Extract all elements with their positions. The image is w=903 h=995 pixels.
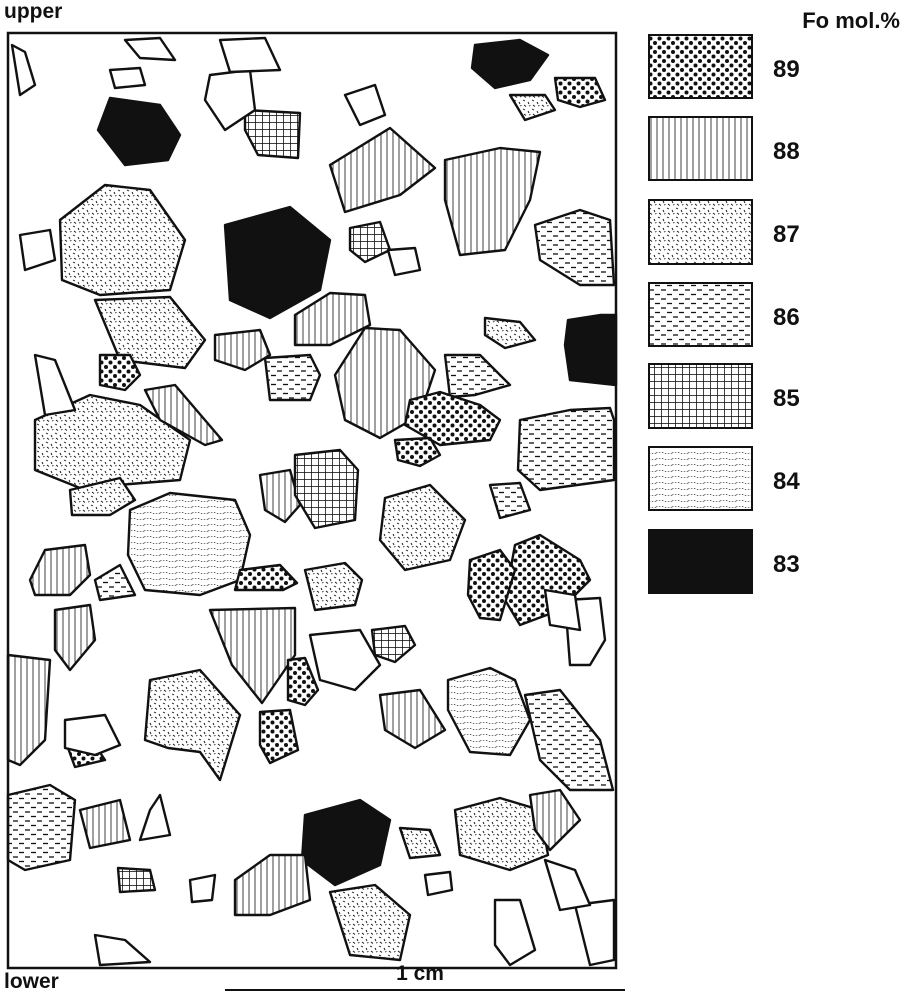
grain: [80, 800, 130, 848]
legend-label: 85: [773, 385, 800, 412]
grain: [395, 438, 440, 466]
grain: [215, 330, 270, 370]
grain: [235, 565, 297, 590]
grain: [380, 485, 465, 570]
grain: [445, 148, 540, 255]
grain: [302, 800, 390, 885]
legend-swatch: [649, 364, 752, 428]
grain: [8, 655, 50, 765]
legend-label: 86: [773, 304, 800, 331]
grain: [555, 78, 605, 107]
grain: [8, 785, 75, 870]
grain: [110, 68, 145, 88]
thin-section: [8, 38, 616, 965]
legend-label: 83: [773, 551, 800, 578]
grain: [425, 872, 452, 895]
grain: [565, 315, 616, 385]
legend-label: 88: [773, 138, 800, 165]
grain: [225, 207, 330, 318]
grain: [295, 450, 358, 528]
grain: [125, 38, 175, 60]
bottom-label: lower: [4, 970, 59, 993]
page: {"labels": {"top": "upper", "bottom": "l…: [0, 0, 903, 995]
grain: [350, 222, 390, 262]
grain: [190, 875, 215, 902]
grain: [220, 38, 280, 72]
figure: upper lower 1 cm Fo mol.% 89 88 87 86 85…: [0, 0, 903, 995]
grain: [128, 493, 250, 595]
grain: [235, 855, 310, 915]
legend-swatch: [649, 447, 752, 510]
grain: [12, 45, 35, 95]
legend-label: 84: [773, 468, 800, 495]
grain: [288, 658, 318, 705]
legend-title: Fo mol.%: [802, 8, 900, 33]
grain: [535, 210, 614, 285]
grain: [485, 318, 535, 348]
scale-label: 1 cm: [396, 962, 444, 985]
grain: [118, 868, 155, 892]
grain: [380, 690, 445, 748]
grain: [30, 545, 90, 595]
grain: [545, 860, 590, 910]
grain: [495, 900, 535, 965]
legend-swatch: [649, 35, 752, 98]
grain: [140, 795, 170, 840]
grain: [65, 715, 120, 755]
grain: [265, 355, 320, 400]
grain: [388, 248, 420, 275]
top-label: upper: [4, 0, 62, 23]
grain: [545, 590, 580, 630]
grain: [145, 670, 240, 780]
legend: 89 88 87 86 85 84 83: [649, 35, 800, 593]
grain: [98, 98, 180, 165]
grain: [345, 85, 385, 125]
grain: [510, 95, 555, 120]
legend-label: 87: [773, 221, 800, 248]
grain: [468, 550, 515, 620]
legend-swatch: [649, 117, 752, 180]
legend-label: 89: [773, 56, 800, 83]
legend-swatch: [649, 530, 752, 593]
grain: [35, 355, 75, 415]
grain: [260, 710, 298, 763]
grain: [330, 885, 410, 960]
grain: [445, 355, 510, 397]
grain: [400, 828, 440, 858]
grain: [490, 483, 530, 518]
grain: [372, 626, 415, 662]
grain: [575, 900, 614, 965]
grain: [330, 128, 435, 212]
grain: [20, 230, 55, 270]
grain: [60, 185, 185, 295]
grain: [95, 565, 135, 600]
grain: [405, 392, 500, 445]
grain: [210, 608, 295, 703]
grain: [55, 605, 95, 670]
grain: [525, 690, 613, 790]
grain: [305, 563, 362, 610]
grain: [448, 668, 530, 755]
grain: [95, 935, 150, 965]
legend-swatch: [649, 200, 752, 264]
grain: [472, 40, 548, 88]
legend-swatch: [649, 283, 752, 346]
grain: [245, 110, 300, 158]
grain: [310, 630, 380, 690]
grain: [518, 408, 614, 490]
